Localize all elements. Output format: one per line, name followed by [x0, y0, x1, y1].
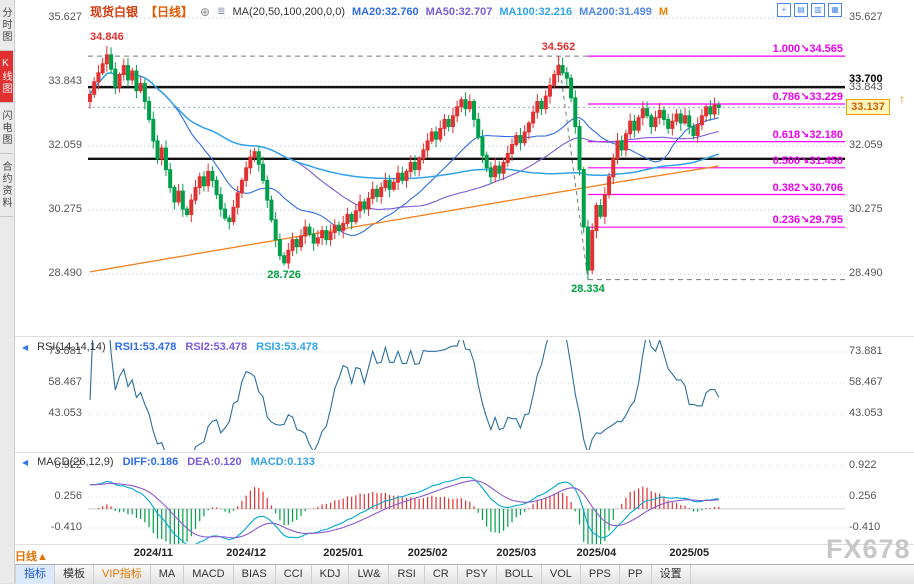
candles-layer — [88, 46, 721, 280]
rsi1-value: RSI1:53.478 — [114, 341, 177, 353]
toolbar-item-设置[interactable]: 设置 — [652, 565, 691, 584]
ma-suffix: M — [658, 5, 669, 18]
toolbar-item-MA[interactable]: MA — [151, 565, 185, 584]
macd-collapse-icon[interactable]: ◀ — [22, 457, 29, 467]
panel-separator — [14, 336, 914, 337]
toolbar-item-模板[interactable]: 模板 — [55, 565, 94, 584]
add-indicator-icon[interactable]: ⊕ — [200, 4, 211, 19]
macd-layer — [90, 476, 720, 544]
sidebar-tab-kline-chart[interactable]: K线图 — [0, 51, 13, 103]
layout-rows-icon[interactable]: ▤ — [794, 3, 808, 17]
ma200-value: MA200:31.499 — [579, 5, 652, 18]
toolbar-item-RSI[interactable]: RSI — [389, 565, 425, 584]
symbol-name: 现货白银 — [90, 5, 139, 19]
toolbar-item-LW&[interactable]: LW& — [349, 565, 390, 584]
gridlines — [88, 17, 845, 529]
ma20-value: MA20:32.760 — [352, 5, 419, 18]
panel-separator — [14, 544, 914, 545]
ma-settings-label: MA(20,50,100,200,0,0) — [232, 5, 346, 18]
drawn-lines — [88, 55, 845, 281]
toolbar-item-VIP指标[interactable]: VIP指标 — [94, 565, 151, 584]
panel-separator — [14, 452, 914, 453]
toolbar-item-PPS[interactable]: PPS — [581, 565, 620, 584]
toolbar-item-CR[interactable]: CR — [425, 565, 458, 584]
toolbar-item-MACD[interactable]: MACD — [184, 565, 234, 584]
rsi2-value: RSI2:53.478 — [185, 341, 248, 353]
ma100-value: MA100:32.216 — [499, 5, 573, 18]
toolbar-item-PP[interactable]: PP — [620, 565, 652, 584]
timeframe-tag[interactable]: 日线▲ — [15, 551, 48, 563]
rsi-collapse-icon[interactable]: ◀ — [22, 342, 29, 352]
left-sidebar: 分时图 K线图 闪电图 合约资料 — [0, 0, 15, 583]
macd-dea-value: DEA:0.120 — [187, 456, 242, 468]
macd-macd-value: MACD:0.133 — [250, 456, 315, 468]
toolbar-item-指标[interactable]: 指标 — [16, 565, 55, 584]
layout-grid-icon[interactable]: ▥ — [811, 3, 825, 17]
bottom-toolbar: ◀指标模板VIP指标MAMACDBIASCCIKDJLW&RSICRPSYBOL… — [0, 564, 914, 584]
rsi3-value: RSI3:53.478 — [256, 341, 318, 353]
toolbar-item-PSY[interactable]: PSY — [458, 565, 497, 584]
toolbar-item-CCI[interactable]: CCI — [276, 565, 312, 584]
watermark: FX678 — [826, 534, 911, 564]
sidebar-tab-time-chart[interactable]: 分时图 — [0, 0, 13, 51]
sidebar-tab-contract-info[interactable]: 合约资料 — [0, 154, 13, 217]
period-label[interactable]: 【日线】 — [145, 5, 194, 19]
macd-title: MACD(26,12,9) — [37, 456, 114, 468]
add-window-icon[interactable]: + — [777, 3, 791, 17]
rsi-header: ◀ RSI(14,14,14) RSI1:53.478 RSI2:53.478 … — [22, 341, 318, 353]
macd-header: ◀ MACD(26,12,9) DIFF:0.186 DEA:0.120 MAC… — [22, 456, 315, 468]
indicator-settings-icon[interactable]: ≣ — [217, 6, 226, 17]
sidebar-tab-lightning-chart[interactable]: 闪电图 — [0, 103, 13, 154]
rsi-layer — [89, 340, 720, 450]
layout-cols-icon[interactable]: ▦ — [828, 3, 842, 17]
ma-lines — [89, 72, 720, 273]
toolbar-item-VOL[interactable]: VOL — [542, 565, 581, 584]
toolbar-item-BOLL[interactable]: BOLL — [497, 565, 542, 584]
rsi-title: RSI(14,14,14) — [37, 341, 106, 353]
chart-header: 现货白银 【日线】 ⊕ ≣ MA(20,50,100,200,0,0) MA20… — [90, 3, 668, 20]
toolbar-item-KDJ[interactable]: KDJ — [312, 565, 350, 584]
macd-diff-value: DIFF:0.186 — [122, 456, 179, 468]
toolbar-item-BIAS[interactable]: BIAS — [234, 565, 276, 584]
window-layout-icons: + ▤ ▥ ▦ — [777, 3, 842, 17]
ma50-value: MA50:32.707 — [425, 5, 493, 18]
